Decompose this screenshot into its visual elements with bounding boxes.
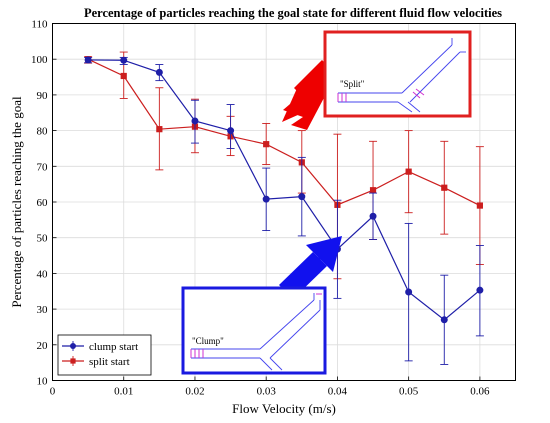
y-tick-label: 80 [37,126,49,138]
data-point [405,288,413,296]
data-point [298,193,306,201]
x-tick-label: 0.04 [328,386,348,398]
y-tick-label: 100 [31,54,48,66]
axis-ticks: 0 0.01 0.02 0.03 0.04 0.05 0.06 10 20 30 40 50 60 70 8… [31,19,490,398]
clump-arrow-head [306,236,342,272]
clump-inset-frame [181,286,327,375]
split-inset-markers [337,88,425,102]
legend-entry-split-start: split start [62,356,130,368]
data-point [120,56,128,64]
x-tick-label: 0.06 [470,386,490,398]
legend-marker [70,358,76,364]
legend-label: clump start [89,341,138,353]
series-layer [84,51,484,365]
split-annotation: "Split" [282,30,472,130]
plot-frame [52,23,516,381]
data-point [369,212,377,220]
x-tick-label: 0 [50,386,56,398]
data-point [263,141,270,148]
data-point [84,56,92,64]
series-line [88,59,481,321]
y-tick-label: 90 [37,90,49,102]
data-point [476,202,483,209]
legend-entries: clump start split start [62,341,138,368]
y-tick-label: 30 [37,304,49,316]
data-point [440,316,448,324]
series-clump-start [84,56,484,365]
x-tick-label: 0.03 [257,386,277,398]
y-tick-label: 10 [37,376,49,388]
x-tick-label: 0.01 [114,386,133,398]
clump-inset-markers [190,293,322,358]
clump-annotation: "Clump" [181,236,342,375]
data-point [156,126,163,133]
x-tick-label: 0.05 [399,386,419,398]
split-inset-label: "Split" [340,79,365,89]
y-tick-label: 40 [37,268,49,280]
data-point [405,168,412,175]
x-axis-label: Flow Velocity (m/s) [232,401,336,416]
data-point [369,187,377,194]
split-inset-frame [323,30,472,118]
data-point [262,195,270,203]
legend: clump start split start [57,334,152,376]
data-point [155,68,163,76]
legend-entry-clump-start: clump start [62,341,138,353]
x-tick-label: 0.02 [185,386,204,398]
chart-title: Percentage of particles reaching the goa… [84,6,502,20]
split-arrow-head [282,86,318,122]
legend-box [57,334,152,376]
data-point [227,127,235,135]
legend-marker [70,343,76,349]
legend-label: split start [89,356,130,368]
y-tick-label: 20 [37,340,49,352]
series-line [87,58,481,207]
y-tick-label: 50 [37,233,49,245]
y-tick-label: 60 [37,197,49,209]
data-point [191,117,199,125]
split-inset-diagram [338,38,466,113]
data-point [120,72,127,80]
y-tick-label: 110 [31,19,48,31]
y-tick-label: 70 [37,161,49,173]
data-point [441,184,448,191]
data-point [476,286,484,294]
y-axis-label: Percentage of particles reaching the goa… [9,96,24,308]
clump-inset-label: "Clump" [192,336,224,346]
